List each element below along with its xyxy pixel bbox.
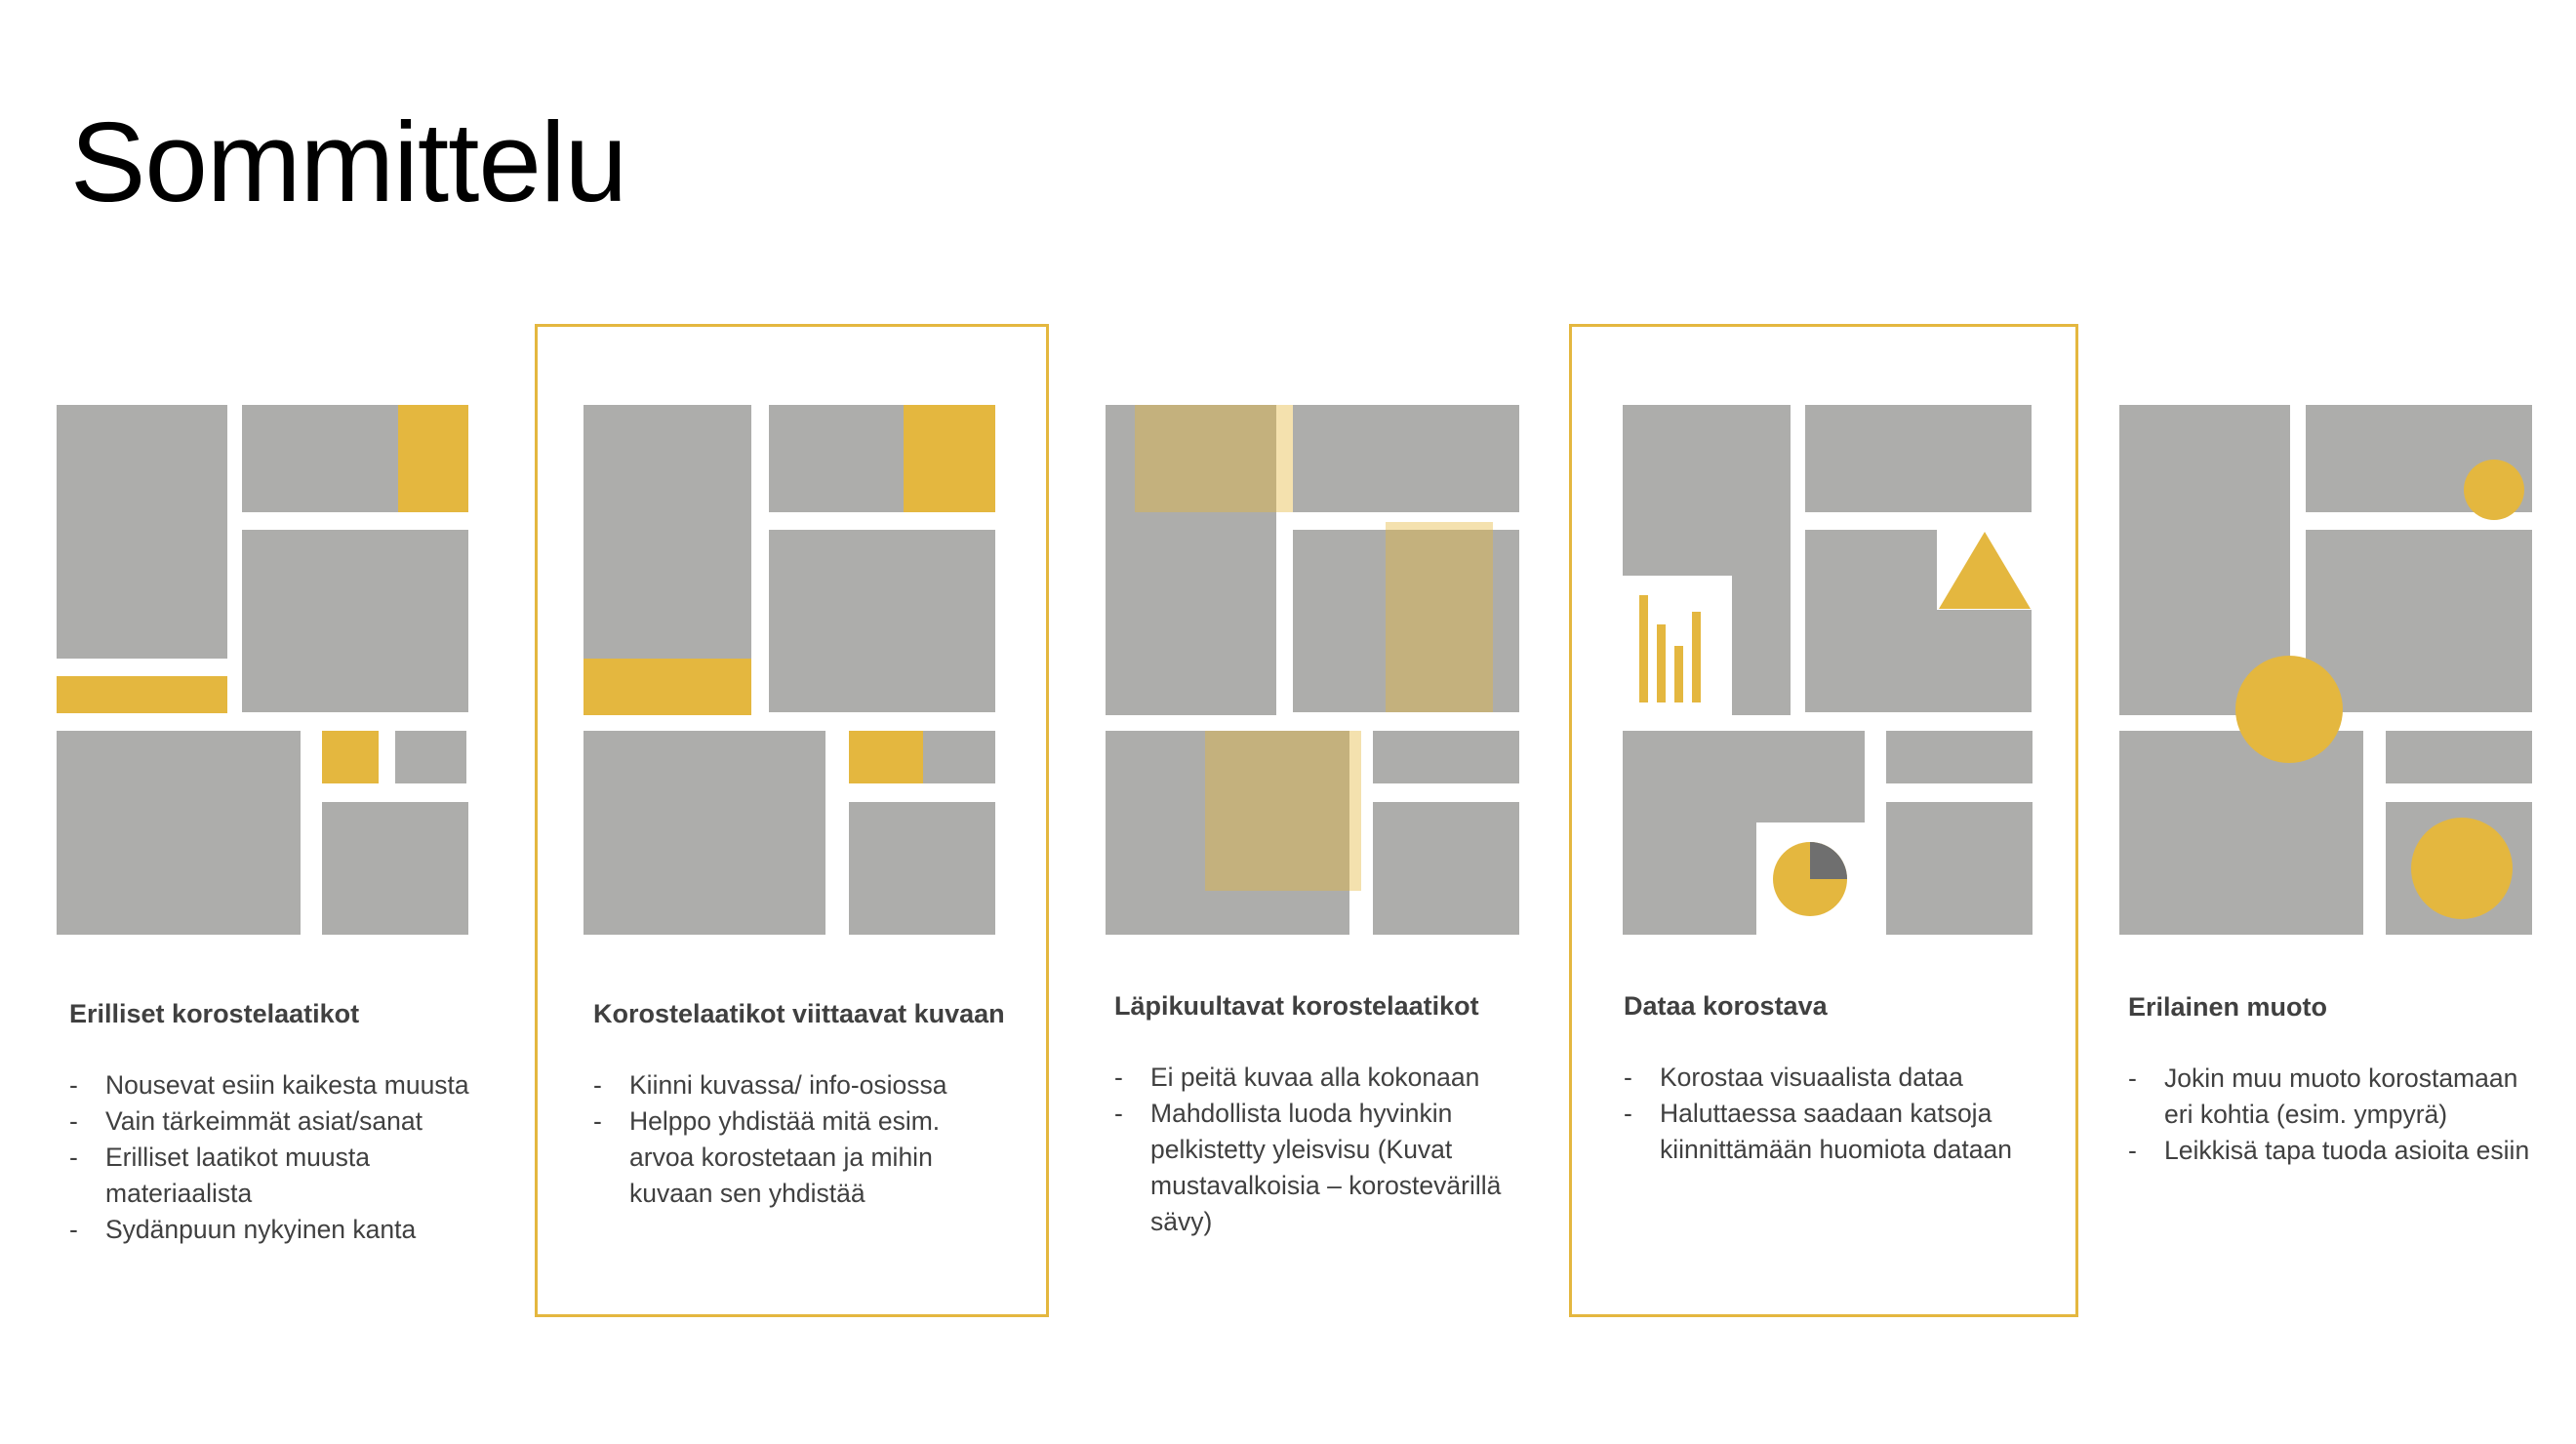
column-3-text: Läpikuultavat korostelaatikot Ei peitä k… xyxy=(1114,988,1524,1240)
highlight-box xyxy=(57,676,227,713)
layout-box xyxy=(1293,405,1519,512)
bullet-list: Kiinni kuvassa/ info-osiossa Helppo yhdi… xyxy=(593,1067,1008,1212)
translucent-highlight xyxy=(1135,405,1293,512)
layout-box xyxy=(2119,405,2290,715)
list-item: Sydänpuun nykyinen kanta xyxy=(69,1212,489,1248)
list-item: Kiinni kuvassa/ info-osiossa xyxy=(593,1067,1008,1103)
column-heading: Läpikuultavat korostelaatikot xyxy=(1114,991,1479,1021)
bullet-list: Jokin muu muoto korostamaan eri kohtia (… xyxy=(2128,1061,2538,1169)
column-4-text: Dataa korostava Korostaa visuaalista dat… xyxy=(1624,988,2043,1168)
layout-box xyxy=(2386,802,2532,935)
layout-box xyxy=(57,405,227,659)
column-heading: Erilliset korostelaatikot xyxy=(69,999,360,1028)
highlight-box xyxy=(322,731,379,783)
list-item: Ei peitä kuvaa alla kokonaan xyxy=(1114,1060,1524,1096)
list-item: Haluttaessa saadaan katsoja kiinnittämää… xyxy=(1624,1096,2043,1168)
list-item: Helppo yhdistää mitä esim. arvoa koroste… xyxy=(593,1103,1008,1212)
layout-box xyxy=(2306,530,2532,712)
list-item: Leikkisä tapa tuoda asioita esiin xyxy=(2128,1133,2538,1169)
list-item: Nousevat esiin kaikesta muusta xyxy=(69,1067,489,1103)
column-2-frame xyxy=(535,324,1049,1317)
list-item: Jokin muu muoto korostamaan eri kohtia (… xyxy=(2128,1061,2538,1133)
circle-highlight xyxy=(2235,656,2343,763)
bullet-list: Korostaa visuaalista dataa Haluttaessa s… xyxy=(1624,1060,2043,1168)
column-heading: Korostelaatikot viittaavat kuvaan xyxy=(593,999,1005,1028)
list-item: Mahdollista luoda hyvinkin pelkistetty y… xyxy=(1114,1096,1524,1240)
layout-box xyxy=(57,731,301,935)
layout-diagram-1 xyxy=(57,405,468,935)
column-heading: Erilainen muoto xyxy=(2128,992,2328,1022)
highlight-box xyxy=(398,405,468,512)
layout-box xyxy=(1106,731,1349,935)
circle-highlight xyxy=(2464,460,2524,520)
column-4-frame xyxy=(1569,324,2078,1317)
bullet-list: Ei peitä kuvaa alla kokonaan Mahdollista… xyxy=(1114,1060,1524,1240)
layout-box xyxy=(1373,802,1519,935)
list-item: Korostaa visuaalista dataa xyxy=(1624,1060,2043,1096)
layout-diagram-5 xyxy=(2119,405,2532,935)
page-title: Sommittelu xyxy=(70,99,627,225)
layout-box xyxy=(1106,405,1276,715)
column-heading: Dataa korostava xyxy=(1624,991,1828,1021)
layout-box xyxy=(322,802,468,935)
layout-box xyxy=(2119,731,2363,935)
circle-highlight xyxy=(2411,818,2513,919)
layout-diagram-3 xyxy=(1106,405,1519,935)
column-1-text: Erilliset korostelaatikot Nousevat esiin… xyxy=(69,996,489,1248)
column-2-text: Korostelaatikot viittaavat kuvaan Kiinni… xyxy=(593,996,1008,1212)
layout-box xyxy=(2306,405,2532,512)
layout-box xyxy=(1373,731,1519,783)
layout-box xyxy=(2386,731,2532,783)
bullet-list: Nousevat esiin kaikesta muusta Vain tärk… xyxy=(69,1067,489,1248)
layout-box xyxy=(1293,530,1519,712)
list-item: Erilliset laatikot muusta materiaalista xyxy=(69,1140,489,1212)
layout-box xyxy=(242,530,468,712)
translucent-highlight xyxy=(1205,731,1361,891)
layout-box xyxy=(395,731,466,783)
column-5-text: Erilainen muoto Jokin muu muoto korostam… xyxy=(2128,989,2538,1169)
list-item: Vain tärkeimmät asiat/sanat xyxy=(69,1103,489,1140)
translucent-highlight xyxy=(1386,522,1493,712)
layout-box xyxy=(242,405,425,512)
